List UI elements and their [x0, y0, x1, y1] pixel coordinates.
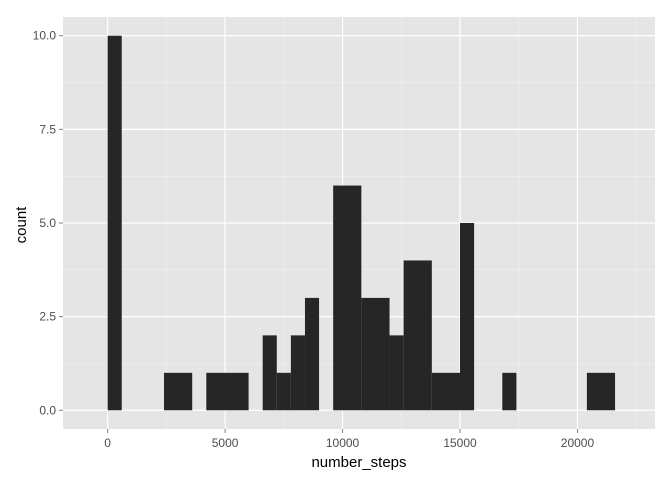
x-tick-label: 15000 [443, 436, 477, 450]
x-axis-title: number_steps [311, 454, 406, 471]
histogram-bar [206, 372, 249, 411]
x-tick-label: 10000 [326, 436, 360, 450]
y-tick-label: 2.5 [39, 310, 56, 324]
histogram-bar [290, 335, 305, 411]
y-axis: 0.0 2.5 5.0 7.5 10.0 [33, 29, 63, 417]
histogram-bar [304, 297, 320, 411]
histogram-bar [262, 335, 277, 411]
histogram-bar [460, 223, 475, 411]
x-tick-label: 5000 [212, 436, 239, 450]
histogram-bar [403, 260, 432, 411]
x-axis: 0 5000 10000 15000 20000 [104, 429, 594, 450]
y-tick-label: 10.0 [33, 29, 57, 43]
histogram-bar [361, 297, 390, 411]
histogram-bar [586, 372, 616, 411]
histogram-bars [107, 35, 616, 411]
histogram-bar [389, 335, 404, 411]
y-tick-label: 5.0 [39, 216, 56, 230]
histogram-bar [107, 35, 122, 411]
x-tick-label: 20000 [561, 436, 595, 450]
histogram-bar [502, 372, 517, 411]
histogram-bar [333, 185, 362, 411]
y-axis-title: count [13, 206, 30, 244]
x-tick-label: 0 [104, 436, 111, 450]
histogram-bar [276, 372, 291, 411]
histogram-bar [164, 372, 193, 411]
y-tick-label: 7.5 [39, 122, 56, 136]
histogram-bar [431, 372, 461, 411]
y-tick-label: 0.0 [39, 403, 56, 417]
